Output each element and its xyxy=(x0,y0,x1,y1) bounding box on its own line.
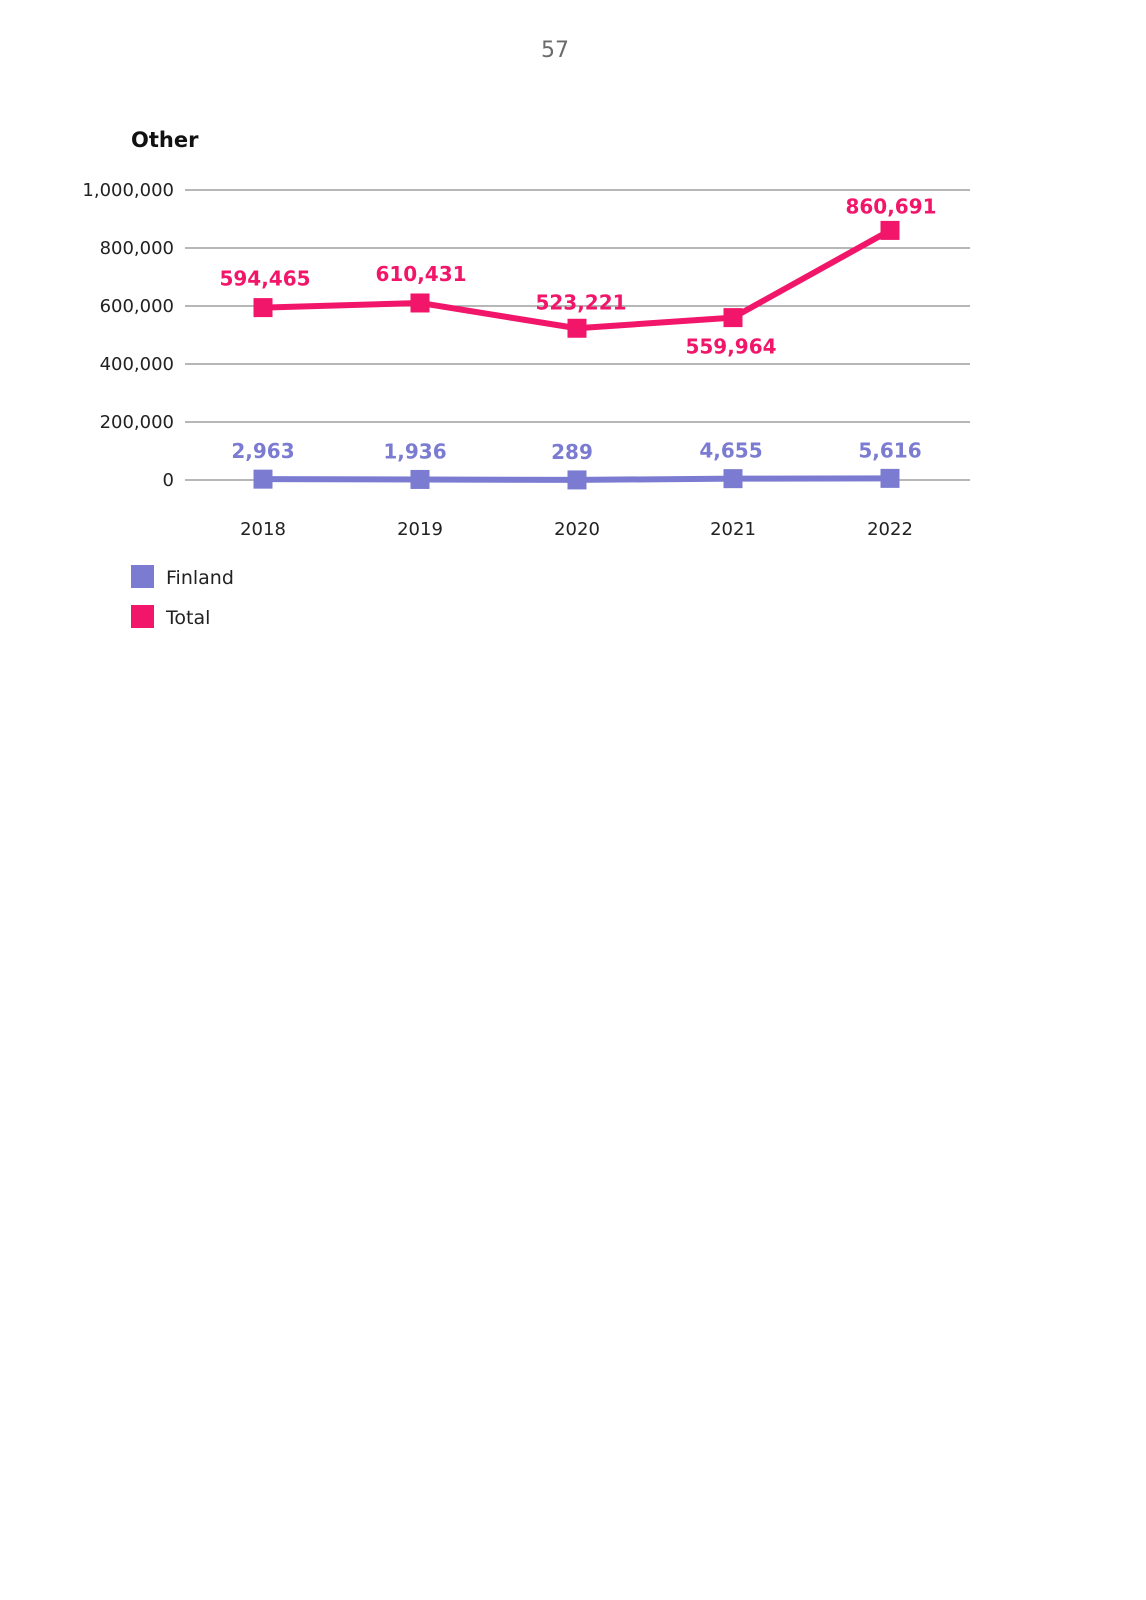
x-axis-ticks: 2018 2019 2020 2021 2022 xyxy=(240,519,913,540)
x-tick-label: 2019 xyxy=(397,519,443,540)
page-number: 57 xyxy=(541,38,569,63)
y-axis-ticks: 0 200,000 400,000 600,000 800,000 1,000,000 xyxy=(82,180,174,491)
y-tick-label: 200,000 xyxy=(100,412,174,433)
data-point-finland xyxy=(567,470,587,490)
line-chart: Other 0 200,000 400,000 600,000 800,000 1,000… xyxy=(82,128,970,629)
data-point-finland xyxy=(410,469,430,489)
data-point-finland xyxy=(253,469,273,489)
data-label-finland: 289 xyxy=(551,440,593,464)
data-label-total: 860,691 xyxy=(845,194,936,218)
data-labels: 2,963 1,936 289 4,655 5,616 594,465 610,431 523… xyxy=(219,194,936,464)
series-lines xyxy=(253,220,900,490)
x-tick-label: 2022 xyxy=(867,519,913,540)
y-tick-label: 600,000 xyxy=(100,296,174,317)
data-label-finland: 2,963 xyxy=(231,439,294,463)
data-label-total: 610,431 xyxy=(375,262,466,286)
legend: Finland Total xyxy=(131,565,234,629)
legend-swatch-finland xyxy=(131,565,154,588)
legend-swatch-total xyxy=(131,605,154,628)
x-tick-label: 2021 xyxy=(710,519,756,540)
legend-label-total: Total xyxy=(165,607,210,629)
y-tick-label: 800,000 xyxy=(100,238,174,259)
y-tick-label: 400,000 xyxy=(100,354,174,375)
data-label-finland: 1,936 xyxy=(383,439,446,463)
legend-label-finland: Finland xyxy=(166,567,234,589)
x-tick-label: 2018 xyxy=(240,519,286,540)
data-label-total: 523,221 xyxy=(535,290,626,314)
data-point-total xyxy=(723,308,743,328)
chart-title: Other xyxy=(131,128,199,152)
data-label-finland: 5,616 xyxy=(858,438,921,462)
data-label-total: 594,465 xyxy=(219,267,310,291)
data-point-finland xyxy=(880,468,900,488)
data-label-finland: 4,655 xyxy=(699,439,762,463)
y-tick-label: 1,000,000 xyxy=(82,180,174,201)
data-point-total xyxy=(410,293,430,313)
x-tick-label: 2020 xyxy=(554,519,600,540)
data-label-total: 559,964 xyxy=(685,335,776,359)
data-point-total xyxy=(880,220,900,240)
data-point-finland xyxy=(723,469,743,489)
y-tick-label: 0 xyxy=(163,470,174,491)
data-point-total xyxy=(253,298,273,318)
data-point-total xyxy=(567,318,587,338)
